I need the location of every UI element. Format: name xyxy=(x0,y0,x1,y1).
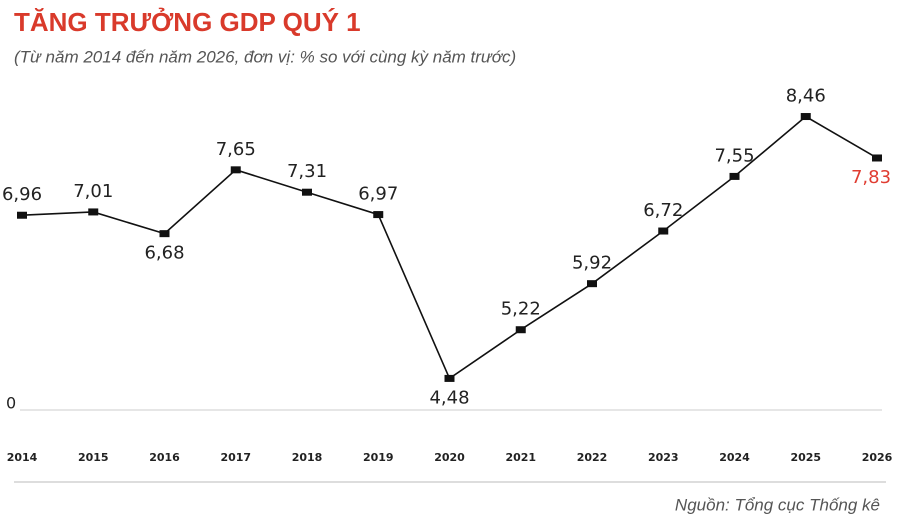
data-label: 5,92 xyxy=(572,253,612,274)
x-tick-label: 2014 xyxy=(7,451,38,464)
marker xyxy=(658,227,669,235)
source: Nguồn: Tổng cục Thống kê xyxy=(675,495,880,514)
marker xyxy=(17,211,27,219)
data-label: 6,96 xyxy=(2,184,42,205)
marker xyxy=(373,211,384,219)
marker xyxy=(515,326,526,334)
y-tick-label: 0 xyxy=(6,394,16,413)
x-tick-label: 2020 xyxy=(434,451,465,464)
data-label: 6,68 xyxy=(144,243,184,264)
x-tick-label: 2017 xyxy=(220,451,251,464)
x-tick-label: 2026 xyxy=(862,451,893,464)
marker xyxy=(587,280,597,288)
x-tick-label: 2023 xyxy=(648,451,679,464)
x-tick-label: 2021 xyxy=(505,451,536,464)
data-label: 6,72 xyxy=(643,200,683,221)
data-label: 8,46 xyxy=(786,86,826,107)
marker xyxy=(230,166,241,174)
x-tick-label: 2025 xyxy=(790,451,821,464)
data-label: 5,22 xyxy=(501,299,541,320)
x-tick-label: 2018 xyxy=(292,451,323,464)
x-tick-label: 2015 xyxy=(78,451,109,464)
data-label: 7,83 xyxy=(851,167,891,188)
marker xyxy=(302,188,312,196)
data-label: 7,01 xyxy=(73,181,113,202)
x-tick-label: 2024 xyxy=(719,451,750,464)
marker xyxy=(88,208,99,216)
data-label: 7,31 xyxy=(287,161,327,182)
data-label: 6,97 xyxy=(358,184,398,205)
data-label: 7,65 xyxy=(216,139,256,160)
marker xyxy=(872,154,882,162)
marker xyxy=(729,172,740,180)
chart-subtitle: (Từ năm 2014 đến năm 2026, đơn vị: % so … xyxy=(14,47,516,66)
marker xyxy=(444,374,455,382)
x-tick-label: 2016 xyxy=(149,451,180,464)
chart-title: TĂNG TRƯỞNG GDP QUÝ 1 xyxy=(14,6,361,37)
x-tick-label: 2022 xyxy=(577,451,608,464)
marker xyxy=(800,113,811,121)
data-label: 7,55 xyxy=(714,145,754,166)
marker xyxy=(159,230,170,238)
data-label: 4,48 xyxy=(429,387,469,408)
x-tick-label: 2019 xyxy=(363,451,394,464)
